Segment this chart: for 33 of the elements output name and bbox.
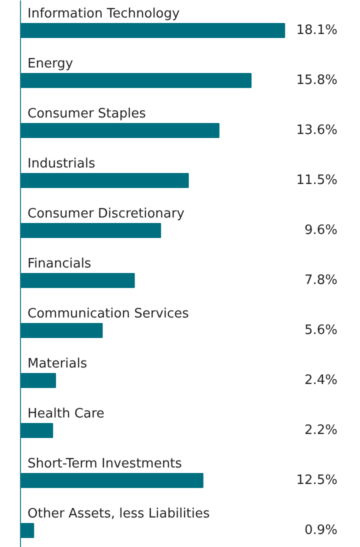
- y-tick-label: Information Technology: [28, 6, 180, 22]
- data-label: 11.5%: [296, 173, 338, 188]
- bar: [20, 523, 34, 538]
- y-tick-label: Consumer Staples: [28, 106, 146, 122]
- y-tick-label: Short-Term Investments: [28, 456, 182, 472]
- data-label: 18.1%: [296, 23, 338, 38]
- data-label: 9.6%: [304, 223, 338, 238]
- data-label: 2.4%: [304, 373, 338, 388]
- y-tick-label: Consumer Discretionary: [28, 206, 185, 222]
- bar: [20, 423, 54, 438]
- data-label: 12.5%: [296, 473, 338, 488]
- bar: [20, 473, 204, 488]
- bar: [20, 173, 189, 188]
- y-tick-label: Financials: [28, 256, 92, 272]
- bar: [20, 123, 220, 138]
- y-tick-label: Industrials: [28, 156, 96, 172]
- bar: [20, 373, 56, 388]
- y-tick-label: Energy: [28, 56, 74, 72]
- y-tick-label: Health Care: [28, 406, 104, 422]
- data-label: 13.6%: [296, 123, 338, 138]
- data-label: 5.6%: [304, 323, 338, 338]
- y-tick-label: Communication Services: [28, 306, 190, 322]
- data-label: 0.9%: [304, 523, 338, 538]
- data-label: 7.8%: [304, 273, 338, 288]
- y-tick-label: Materials: [28, 356, 88, 372]
- data-label: 15.8%: [296, 73, 338, 88]
- bar: [20, 223, 162, 238]
- data-label: 2.2%: [304, 423, 338, 438]
- bar: [20, 323, 103, 338]
- bar: [20, 23, 286, 38]
- bar: [20, 73, 252, 88]
- y-tick-label: Other Assets, less Liabilities: [28, 506, 210, 522]
- bar: [20, 273, 135, 288]
